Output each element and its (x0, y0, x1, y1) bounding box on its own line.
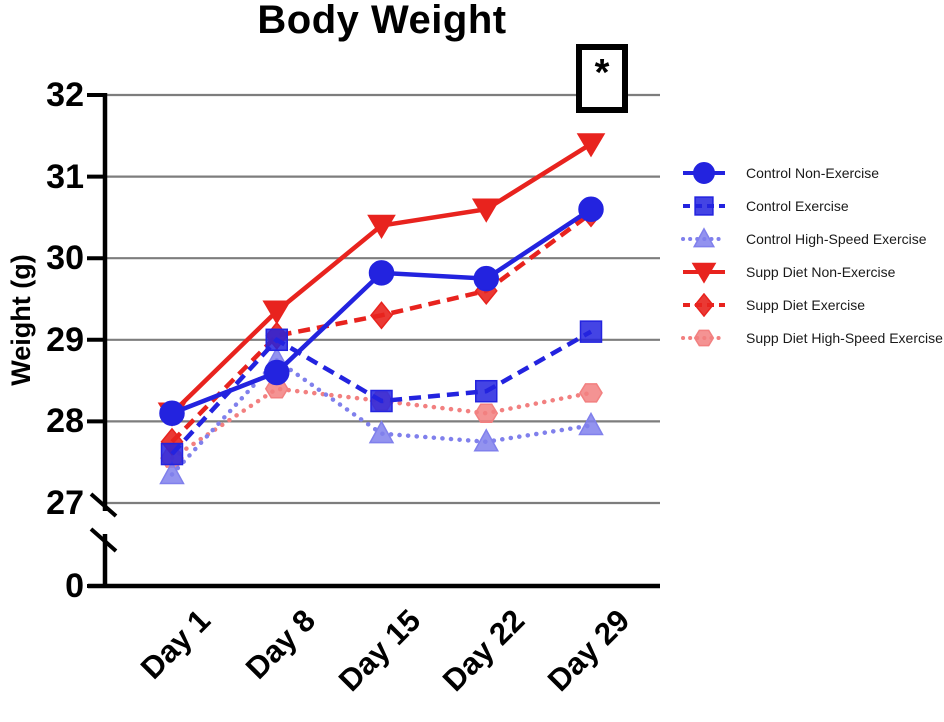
marker-diamond (694, 293, 714, 317)
y-tick-label-27: 27 (46, 484, 84, 522)
legend-square-marker-icon (683, 196, 725, 216)
marker-square (475, 379, 498, 403)
marker-diamond (370, 301, 393, 330)
legend: Control Non-Exercise Control Exercise Cont… (681, 161, 943, 359)
axis-break-slash-lower (89, 527, 118, 553)
legend-label: Control Non-Exercise (746, 165, 880, 181)
legend-label: Control Exercise (746, 198, 849, 214)
y-tick-label-29: 29 (46, 320, 84, 359)
series-line-3 (169, 357, 594, 477)
y-tick-label-0: 0 (65, 567, 84, 605)
y-tick-label-30: 30 (46, 239, 84, 278)
marker-triangle-down (471, 198, 501, 223)
marker-hexagon (693, 329, 715, 347)
marker-triangle-up (473, 428, 500, 452)
legend-entry: Control Exercise (681, 194, 943, 218)
legend-entry: Control Non-Exercise (681, 161, 943, 185)
legend-label: Supp Diet Non-Exercise (746, 264, 896, 280)
marker-circle (473, 265, 499, 292)
marker-circle (578, 196, 604, 222)
marker-triangle-down (576, 133, 606, 158)
marker-circle (368, 260, 395, 286)
legend-triangle-down-marker-icon (683, 262, 725, 284)
marker-triangle-up (578, 411, 604, 436)
marker-triangle-up (692, 227, 716, 248)
marker-triangle-down (262, 300, 292, 325)
y-tick-label-32: 32 (46, 76, 84, 114)
marker-square (694, 196, 714, 216)
y-tick-label-31: 31 (46, 157, 84, 196)
marker-square (265, 328, 288, 352)
y-tick-label-28: 28 (46, 402, 84, 441)
legend-label: Control High-Speed Exercise (746, 231, 927, 247)
marker-square (579, 320, 603, 343)
legend-hexagon-marker-icon (681, 329, 727, 347)
marker-circle (159, 400, 185, 426)
legend-entry: Control High-Speed Exercise (681, 227, 943, 251)
legend-circle-marker-icon (683, 162, 725, 184)
chart-title: Body Weight (257, 0, 507, 42)
marker-hexagon (474, 403, 499, 423)
significance-box: * (576, 44, 628, 113)
legend-entry: Supp Diet High-Speed Exercise (681, 326, 943, 350)
marker-triangle-down (367, 214, 396, 240)
marker-triangle-down (691, 262, 717, 284)
marker-circle (693, 162, 715, 184)
marker-square (370, 389, 393, 413)
legend-label: Supp Diet Exercise (746, 297, 866, 313)
marker-hexagon (579, 383, 603, 403)
marker-circle (264, 359, 290, 386)
legend-diamond-marker-icon (683, 293, 725, 317)
marker-triangle-up (159, 460, 185, 485)
legend-entry: Supp Diet Exercise (681, 293, 943, 317)
legend-label: Supp Diet High-Speed Exercise (746, 330, 943, 346)
significance-asterisk: * (594, 52, 610, 94)
axis-break-slash-upper (89, 492, 118, 518)
marker-square (160, 442, 184, 466)
legend-triangle-up-marker-icon (681, 227, 727, 248)
marker-triangle-up (368, 420, 395, 444)
legend-entry: Supp Diet Non-Exercise (681, 260, 943, 284)
